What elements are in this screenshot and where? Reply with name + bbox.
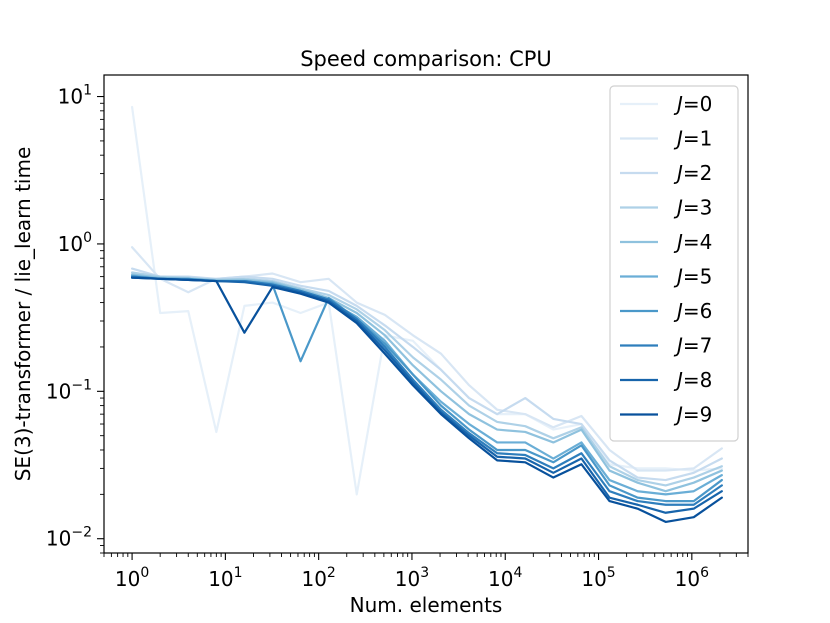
series-line-j4 — [130, 273, 723, 493]
legend-label-j0: J=0 — [673, 92, 712, 116]
y-tick-label: 10−1 — [46, 377, 92, 403]
legend-label-j4: J=4 — [673, 230, 712, 254]
legend-label-j3: J=3 — [673, 196, 712, 220]
y-axis-label: SE(3)-transformer / lie_learn time — [11, 147, 35, 482]
y-tick-label: 101 — [58, 83, 92, 109]
series-line-j2 — [130, 267, 723, 482]
chart-title: Speed comparison: CPU — [300, 47, 552, 71]
legend-label-j1: J=1 — [673, 127, 712, 151]
legend-label-j8: J=8 — [673, 368, 712, 392]
x-axis-label: Num. elements — [350, 593, 503, 617]
x-tick-label: 102 — [301, 565, 335, 591]
x-tick-label: 105 — [581, 565, 615, 591]
x-tick-label: 106 — [675, 565, 709, 591]
series-line-j0 — [130, 105, 723, 496]
axes-layer: 100 101 102 103 104 105 106 10−2 10−1 100 101 — [46, 83, 749, 591]
legend-box — [609, 85, 739, 442]
x-tick-label: 104 — [488, 565, 522, 591]
legend-label-j5: J=5 — [673, 265, 712, 289]
series-line-j8 — [130, 276, 723, 514]
legend-label-j9: J=9 — [673, 403, 712, 427]
legend-label-j6: J=6 — [673, 299, 712, 323]
legend-label-j7: J=7 — [673, 334, 712, 358]
x-tick-label: 103 — [395, 565, 429, 591]
legend: J=0 J=1 J=2 J=3 J=4 J=5 J=6 J=7 J=8 J=9 — [609, 85, 739, 442]
series-line-j9 — [130, 276, 723, 524]
x-tick-label: 101 — [208, 565, 242, 591]
y-tick-label: 100 — [58, 230, 92, 256]
plot-frame — [103, 74, 749, 554]
legend-label-j2: J=2 — [673, 161, 712, 185]
series-layer — [130, 105, 723, 524]
y-tick-label: 10−2 — [46, 525, 92, 551]
x-tick-label: 100 — [115, 565, 149, 591]
